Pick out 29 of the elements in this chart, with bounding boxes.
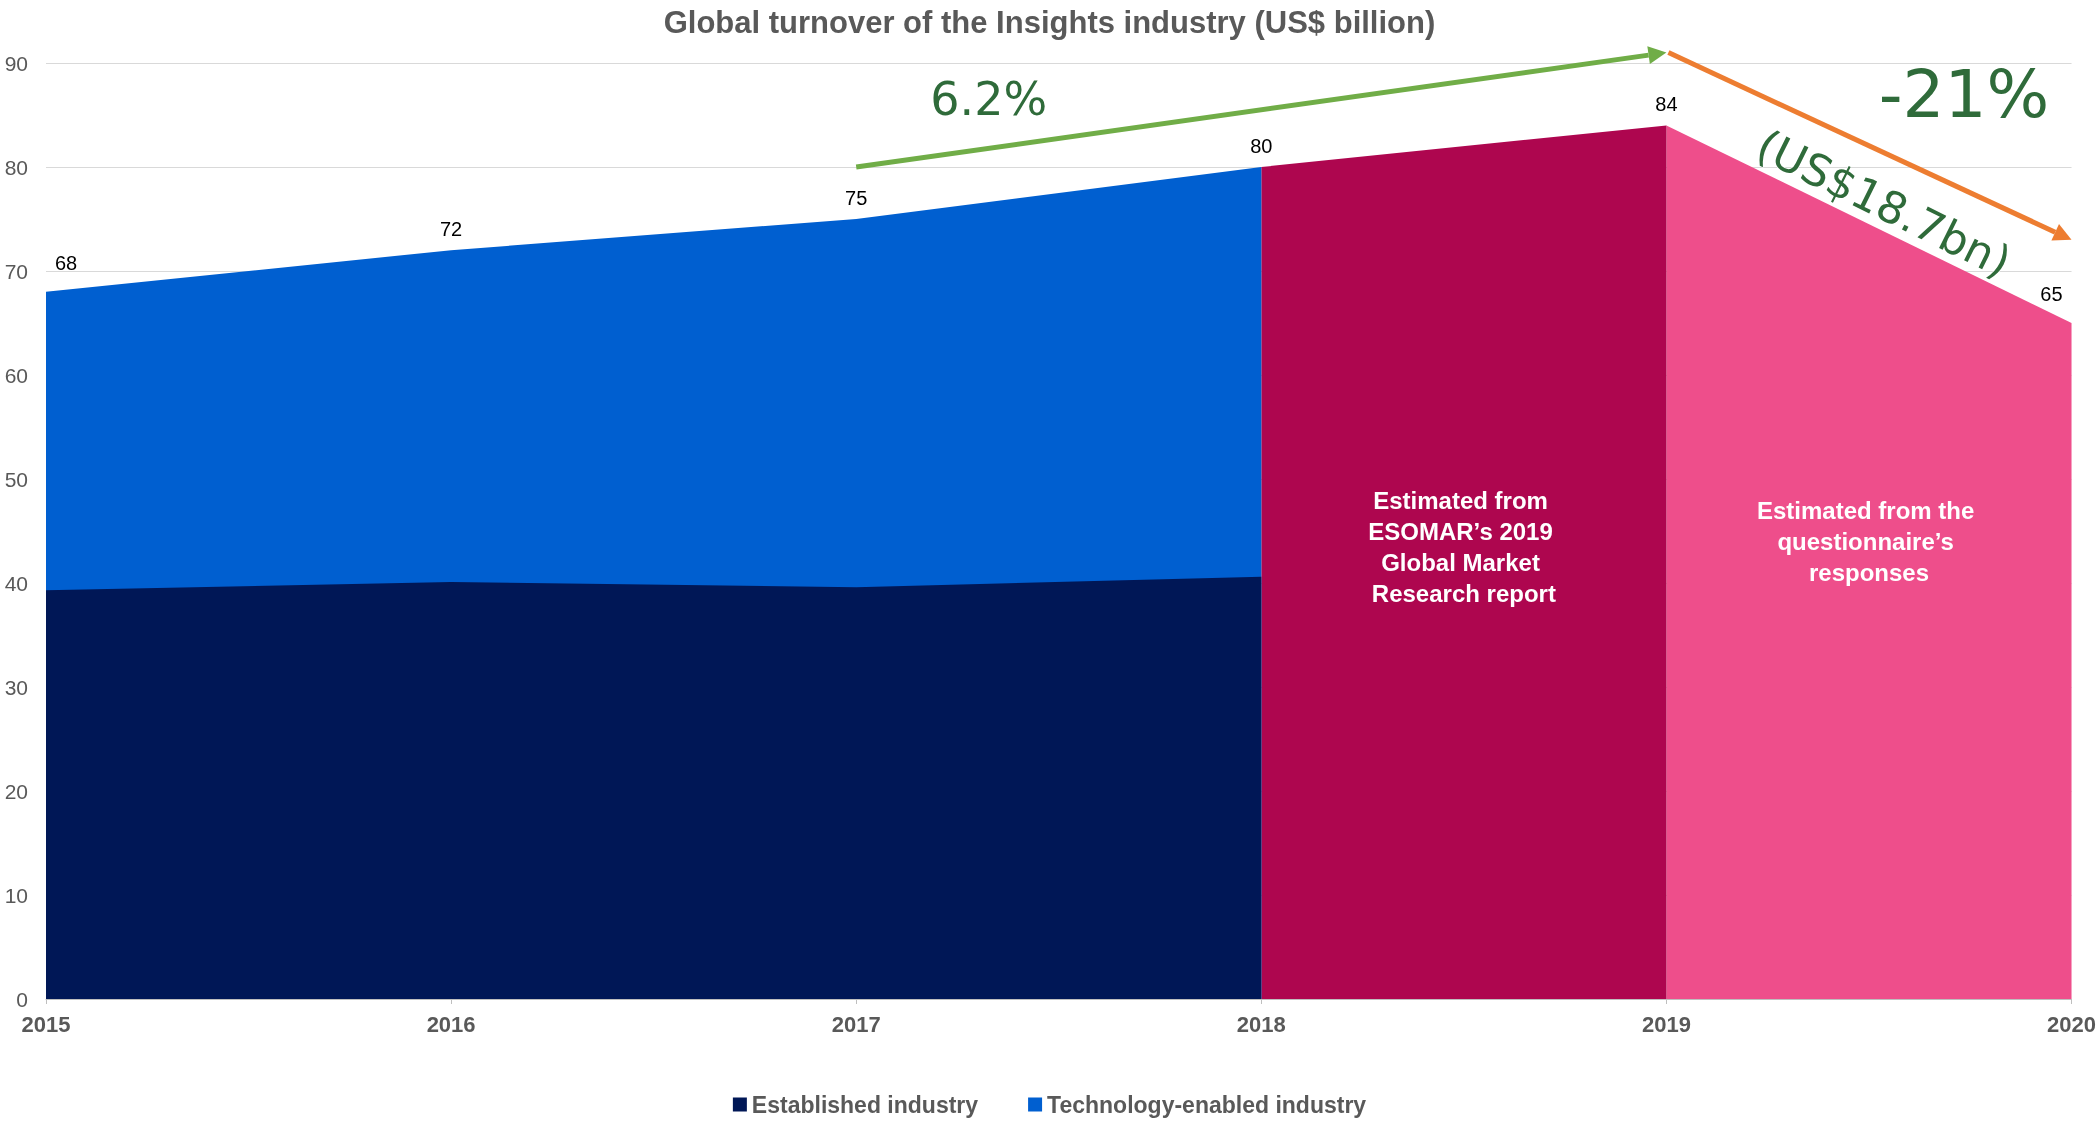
data-label: 72 — [439, 218, 463, 241]
x-tick-label: 2019 — [1641, 1011, 1691, 1037]
x-tick-label: 2017 — [831, 1011, 881, 1037]
y-tick-label: 40 — [4, 571, 28, 595]
annotation: Estimated from ESOMAR’s 2019 Global Market Research report — [1368, 486, 1560, 607]
y-tick-label: 30 — [4, 675, 28, 699]
data-label: 65 — [2040, 283, 2063, 305]
legend-label: Technology-enabled industry — [1047, 1091, 1367, 1118]
x-tick-label: 2015 — [21, 1011, 71, 1037]
y-tick-label: 10 — [4, 883, 28, 907]
annotation: Estimated from the questionnaire’s responses — [1756, 496, 1981, 586]
y-tick-label: 60 — [4, 363, 28, 387]
chart-title: Global turnover of the Insights industry (US$ billion) — [663, 5, 1436, 40]
data-label: 75 — [845, 187, 868, 209]
data-label: 84 — [1655, 93, 1678, 116]
y-tick-label: 80 — [4, 155, 28, 179]
annotation: -21% — [1878, 55, 2050, 133]
x-tick-label: 2020 — [2047, 1011, 2097, 1037]
y-tick-label: 50 — [4, 467, 28, 491]
annotation: 6.2% — [930, 72, 1048, 127]
y-tick-label: 90 — [4, 51, 28, 75]
y-tick-label: 20 — [4, 779, 28, 803]
y-tick-label: 0 — [16, 987, 28, 1011]
legend-label: Established industry — [751, 1091, 979, 1118]
x-tick-label: 2018 — [1236, 1011, 1286, 1037]
data-label: 68 — [55, 251, 78, 274]
y-tick-label: 70 — [4, 259, 28, 283]
data-label: 80 — [1250, 135, 1273, 157]
x-tick-label: 2016 — [426, 1011, 476, 1037]
